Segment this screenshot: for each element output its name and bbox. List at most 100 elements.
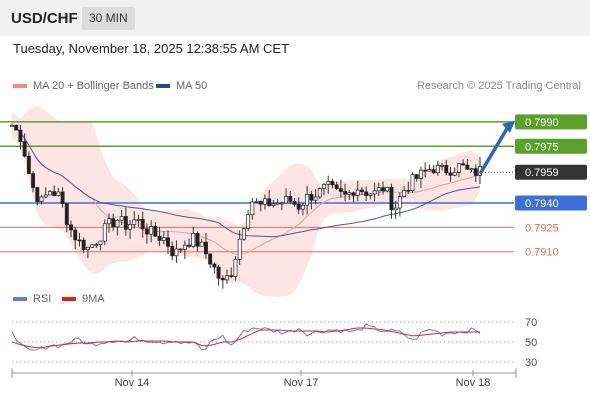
candle-body <box>334 184 339 189</box>
candle-body <box>402 189 407 197</box>
candle-body <box>444 165 449 174</box>
candle-body <box>258 201 263 205</box>
candle-body <box>469 168 474 171</box>
legend-ma20: MA 20 + Bollinger Bands <box>13 80 154 92</box>
candle-body <box>94 244 99 246</box>
candle-body <box>229 275 234 277</box>
legend-swatch <box>13 297 27 301</box>
candle-body <box>90 244 95 248</box>
candle-body <box>271 203 276 206</box>
candle-body <box>144 228 149 235</box>
candle-body <box>338 188 343 192</box>
candle-body <box>246 214 251 229</box>
candle-body <box>431 169 436 174</box>
timeframe-button[interactable]: 30 MIN <box>82 7 135 30</box>
candle-body <box>77 239 82 242</box>
candle-body <box>448 172 453 176</box>
candle-body <box>385 187 390 192</box>
candle-body <box>157 235 162 241</box>
projection-arrow <box>479 125 510 174</box>
candle-body <box>427 169 432 172</box>
candle-body <box>452 171 457 176</box>
candle-body <box>47 191 52 196</box>
level-label-box <box>515 114 587 130</box>
candle-body <box>85 247 90 251</box>
x-tick-label: Nov 14 <box>115 377 150 389</box>
candle-body <box>359 189 364 193</box>
candle-body <box>153 226 158 237</box>
level-label: 0.7959 <box>525 167 559 179</box>
candle-body <box>10 124 14 127</box>
timestamp: Tuesday, November 18, 2025 12:38:55 AM C… <box>13 41 290 56</box>
candle-body <box>203 241 208 255</box>
candle-body <box>18 129 23 142</box>
candlesticks <box>10 123 482 289</box>
legend-label: MA 20 + Bollinger Bands <box>33 80 154 92</box>
candle-body <box>275 202 280 205</box>
candle-body <box>326 181 331 185</box>
candle-body <box>170 246 175 257</box>
candle-body <box>414 174 419 179</box>
candle-body <box>461 163 466 166</box>
candle-body <box>178 248 183 251</box>
level-label: 0.7910 <box>525 247 559 259</box>
candle-body <box>123 216 128 230</box>
candle-body <box>14 124 19 131</box>
candle-body <box>212 263 217 268</box>
rsi-tick-label: 50 <box>525 337 537 349</box>
legend-swatch <box>62 297 76 301</box>
candle-body <box>237 238 242 260</box>
candle-body <box>60 191 65 205</box>
credit-text: Research © 2025 Trading Central <box>416 80 581 92</box>
candle-body <box>31 173 36 188</box>
level-label: 0.7925 <box>525 222 559 234</box>
candle-body <box>64 203 69 226</box>
candle-body <box>313 196 318 201</box>
candle-body <box>128 224 133 230</box>
candle-body <box>241 228 246 240</box>
candle-body <box>199 241 204 247</box>
candle-body <box>423 169 428 172</box>
candle-body <box>195 232 200 247</box>
legend-label: MA 50 <box>176 80 208 92</box>
bollinger-bands <box>12 105 480 298</box>
candle-body <box>250 201 255 216</box>
candle-body <box>225 275 229 281</box>
candle-body <box>102 223 107 242</box>
candle-body <box>216 266 221 279</box>
candle-body <box>440 165 445 167</box>
candle-body <box>115 219 120 228</box>
candle-body <box>309 194 314 201</box>
candle-body <box>263 198 267 205</box>
candle-body <box>288 196 293 202</box>
candle-body <box>393 207 398 211</box>
candle-body <box>435 165 440 174</box>
ma50-line <box>11 124 481 238</box>
candle-body <box>22 141 27 157</box>
candle-body <box>149 226 154 235</box>
top-bar: USD/CHF 30 MIN <box>0 0 590 36</box>
level-label-box <box>515 164 587 180</box>
candle-body <box>364 191 369 196</box>
candle-body <box>267 198 272 206</box>
level-label-box <box>515 195 587 211</box>
candle-body <box>347 192 352 195</box>
candle-body <box>317 188 322 198</box>
candle-body <box>187 244 192 247</box>
candle-body <box>39 196 44 203</box>
candle-body <box>43 194 48 198</box>
candle-body <box>330 181 335 186</box>
candle-body <box>254 201 259 203</box>
candle-body <box>26 155 31 175</box>
candle-body <box>233 259 238 277</box>
candle-body <box>296 203 301 210</box>
candle-body <box>368 193 373 196</box>
legend-swatch <box>156 84 170 88</box>
projection-arrowhead <box>502 120 515 133</box>
candle-body <box>81 239 86 251</box>
candle-body <box>419 169 423 179</box>
candle-body <box>111 218 116 228</box>
level-label: 0.7975 <box>525 141 559 153</box>
candle-body <box>98 240 103 245</box>
